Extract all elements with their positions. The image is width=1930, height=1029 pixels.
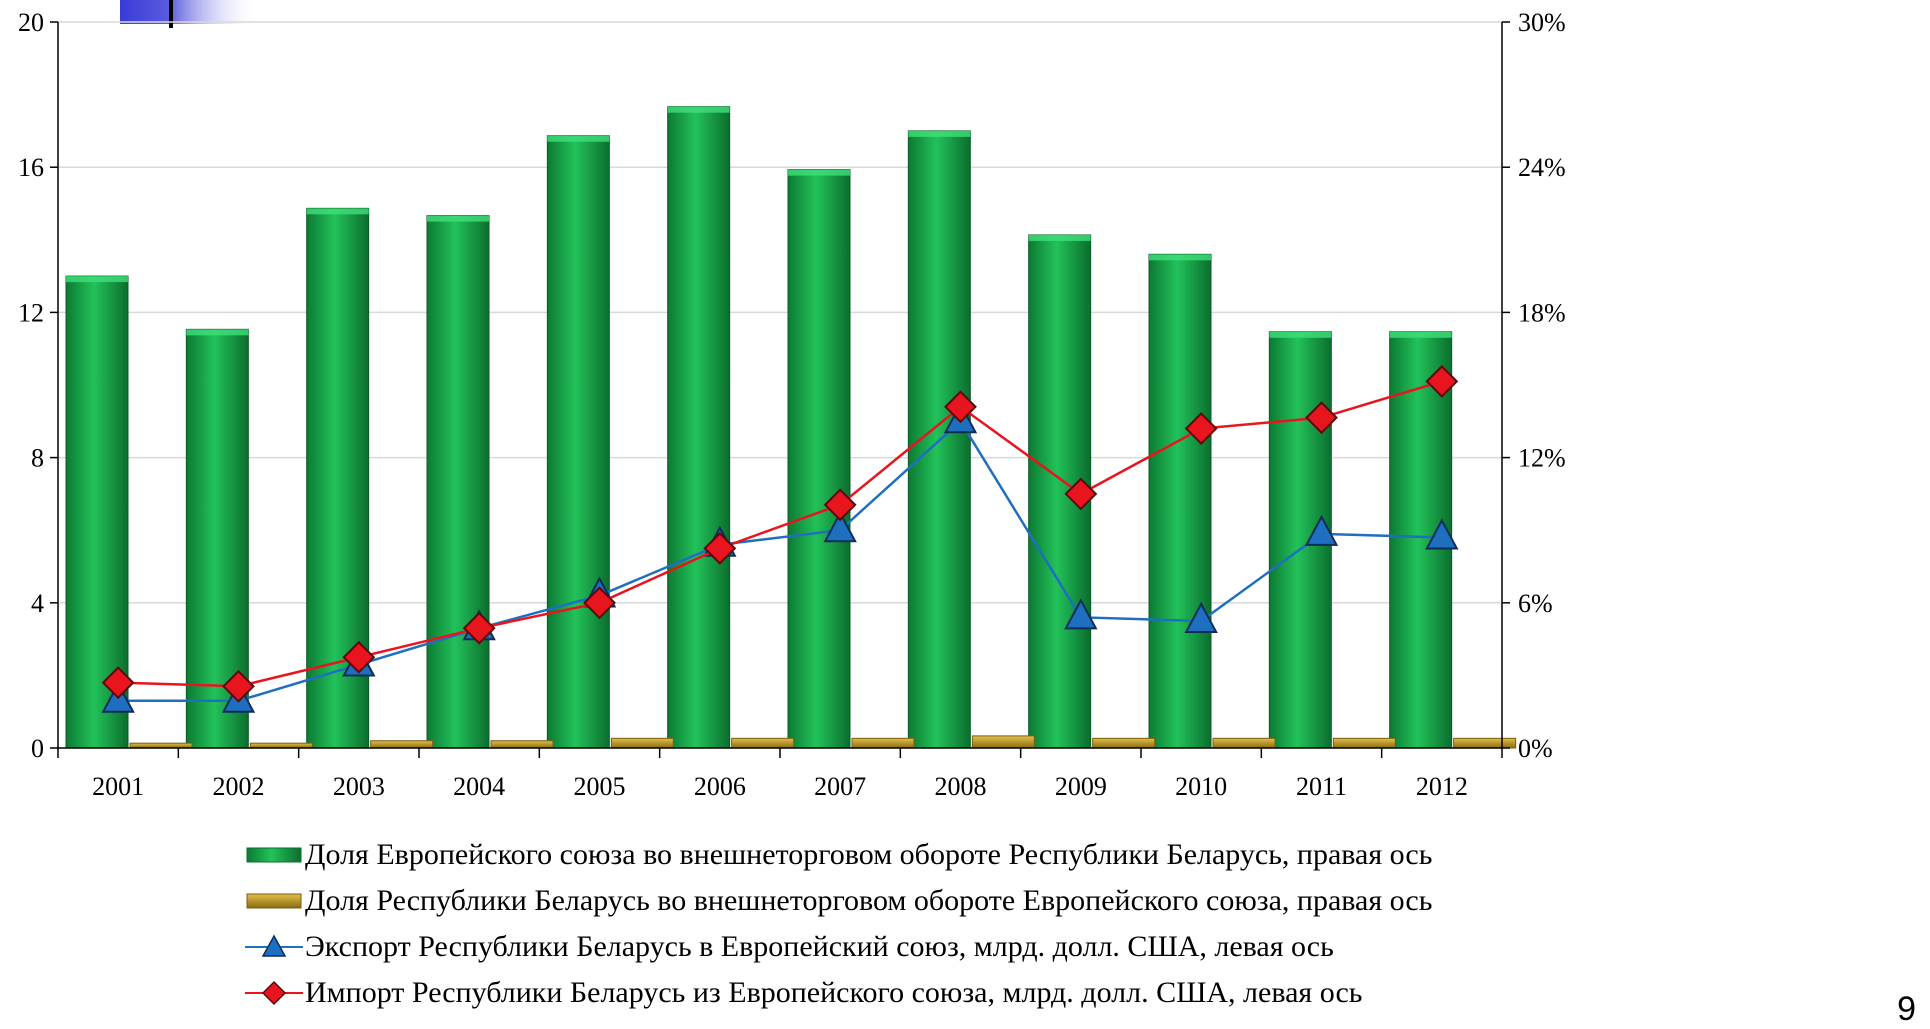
combo-chart: 0 0% 4 6% 8 12% 12 18% 16 24% 20 30% 2001 2002 2003 200… xyxy=(18,8,1566,801)
import-marker xyxy=(583,586,616,620)
x-axis-tick-label: 2005 xyxy=(574,772,626,801)
left-axis-tick-label: 16 xyxy=(18,153,44,182)
legend-label: Экспорт Республики Беларусь в Европейски… xyxy=(305,930,1334,963)
bar-by-share xyxy=(851,737,915,749)
axes: 0 0% 4 6% 8 12% 12 18% 16 24% 20 30% 2001 2002 2003 200… xyxy=(18,8,1566,801)
bar-by-share xyxy=(731,737,795,749)
bar-eu-share xyxy=(667,106,731,749)
import-marker xyxy=(462,611,496,645)
bar-eu-share-cap xyxy=(1028,234,1091,241)
bar-eu-share-cap xyxy=(186,329,249,336)
legend-label: Доля Европейского союза во внешнеторгово… xyxy=(305,838,1433,871)
import-line xyxy=(118,380,1443,688)
bar-by-share xyxy=(971,735,1035,749)
bar-eu-share-cap xyxy=(427,215,489,222)
lines-layer xyxy=(101,364,1459,713)
legend-item-by-share: Доля Республики Беларусь во внешнеторгов… xyxy=(245,878,1432,924)
right-axis-tick-label: 18% xyxy=(1518,298,1566,327)
bar-eu-share xyxy=(1148,253,1212,749)
x-axis-tick-label: 2001 xyxy=(92,772,144,801)
x-axis-tick-label: 2006 xyxy=(694,772,746,801)
legend-item-export: Экспорт Республики Беларусь в Европейски… xyxy=(245,924,1432,970)
export-marker xyxy=(823,511,857,543)
import-marker xyxy=(703,531,737,565)
import-marker xyxy=(222,669,255,703)
bar-by-share xyxy=(610,737,674,749)
legend-swatch-gold-bar xyxy=(245,886,303,916)
right-axis-tick-label: 0% xyxy=(1518,734,1553,763)
legend-swatch-diamond-line xyxy=(245,978,303,1008)
export-marker xyxy=(1064,598,1098,630)
import-marker xyxy=(823,488,857,522)
import-marker xyxy=(101,666,135,700)
bar-eu-share-cap xyxy=(306,208,369,215)
legend-label: Импорт Республики Беларусь из Европейско… xyxy=(305,976,1363,1009)
legend-swatch-triangle-line xyxy=(245,932,303,962)
left-axis-tick-label: 4 xyxy=(31,589,44,618)
export-marker xyxy=(1184,601,1218,633)
right-axis-tick-label: 24% xyxy=(1518,153,1566,182)
legend-item-import: Импорт Республики Беларусь из Европейско… xyxy=(245,970,1432,1016)
legend-item-eu-share: Доля Европейского союза во внешнеторгово… xyxy=(245,832,1432,878)
export-line xyxy=(118,419,1442,703)
bars-layer xyxy=(65,106,1517,749)
x-axis-tick-label: 2012 xyxy=(1416,772,1468,801)
bar-eu-share-cap xyxy=(1389,331,1452,338)
left-axis-tick-label: 12 xyxy=(18,298,44,327)
bar-by-share xyxy=(370,740,434,749)
export-marker xyxy=(1425,518,1459,550)
bar-eu-share xyxy=(426,215,490,749)
import-marker xyxy=(944,390,977,424)
corner-logo xyxy=(120,0,260,34)
x-axis-tick-label: 2009 xyxy=(1055,772,1107,801)
right-axis-tick-label: 6% xyxy=(1518,589,1553,618)
import-marker xyxy=(1184,412,1218,445)
left-axis-tick-label: 0 xyxy=(31,734,44,763)
bar-eu-share-cap xyxy=(788,169,850,176)
gridlines xyxy=(58,21,1502,604)
bar-by-share xyxy=(1453,737,1517,749)
x-axis-tick-label: 2008 xyxy=(935,772,987,801)
bar-eu-share-cap xyxy=(1149,254,1211,261)
x-axis-tick-label: 2004 xyxy=(453,772,505,801)
x-axis-tick-label: 2003 xyxy=(333,772,385,801)
x-axis-tick-label: 2010 xyxy=(1175,772,1227,801)
bar-eu-share-cap xyxy=(547,135,610,142)
import-marker xyxy=(342,640,376,674)
bar-by-share xyxy=(490,740,554,749)
bar-eu-share xyxy=(787,169,851,749)
bar-eu-share xyxy=(546,135,610,749)
x-axis-tick-label: 2011 xyxy=(1296,772,1347,801)
right-axis-tick-label: 12% xyxy=(1518,444,1566,473)
export-marker xyxy=(1304,514,1339,546)
bar-eu-share-cap xyxy=(908,130,971,137)
bar-eu-share-cap xyxy=(1269,331,1332,338)
left-axis-tick-label: 8 xyxy=(31,444,44,473)
right-axis-tick-label: 30% xyxy=(1518,8,1566,37)
bar-eu-share-cap xyxy=(66,276,128,283)
page-number: 9 xyxy=(1897,990,1916,1028)
legend-swatch-green-bar xyxy=(245,840,303,870)
bar-by-share xyxy=(1092,737,1156,749)
left-axis-tick-label: 20 xyxy=(18,8,44,37)
x-axis-tick-label: 2002 xyxy=(213,772,265,801)
legend-label: Доля Республики Беларусь во внешнеторгов… xyxy=(305,884,1433,917)
x-axis-tick-label: 2007 xyxy=(814,772,866,801)
import-marker xyxy=(1305,401,1338,435)
bar-by-share xyxy=(1332,737,1396,749)
bar-by-share xyxy=(1212,737,1276,749)
legend: Доля Европейского союза во внешнеторгово… xyxy=(245,832,1432,1016)
import-marker xyxy=(1425,364,1459,398)
bar-eu-share-cap xyxy=(667,106,730,113)
import-marker xyxy=(1064,477,1098,511)
